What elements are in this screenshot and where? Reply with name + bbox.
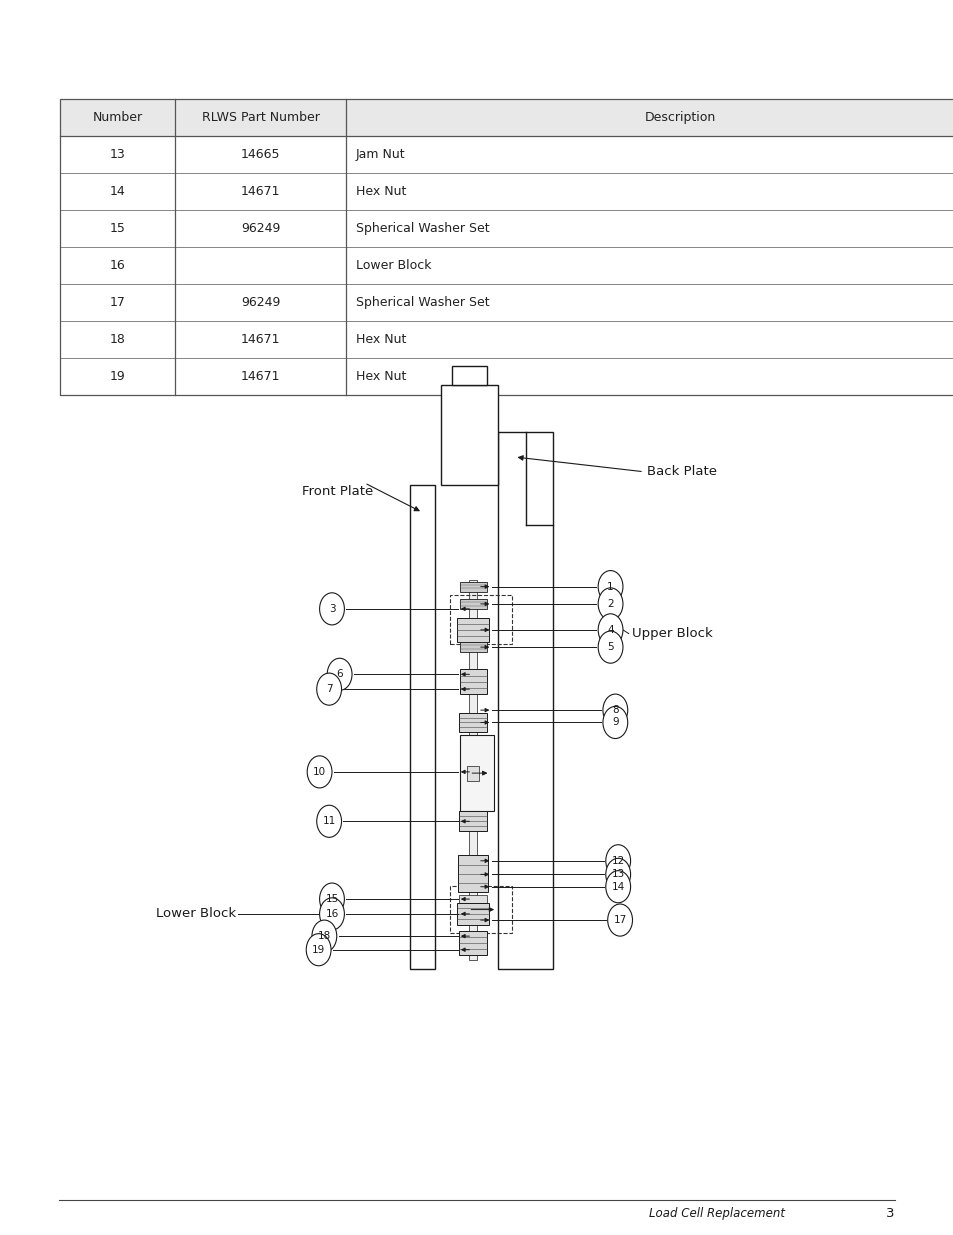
Text: 18: 18 — [317, 931, 331, 941]
Text: 6: 6 — [336, 669, 342, 679]
Circle shape — [319, 898, 344, 930]
Text: 3: 3 — [329, 604, 335, 614]
Text: 12: 12 — [611, 856, 624, 866]
Bar — [469, 580, 476, 960]
Bar — [452, 366, 486, 385]
Text: 15: 15 — [110, 222, 125, 235]
Text: Hex Nut: Hex Nut — [355, 185, 406, 198]
Text: Spherical Washer Set: Spherical Washer Set — [355, 222, 489, 235]
Bar — [410, 485, 435, 969]
Text: 96249: 96249 — [240, 296, 280, 309]
Circle shape — [598, 571, 622, 603]
Bar — [459, 669, 486, 694]
Circle shape — [598, 631, 622, 663]
Text: Front Plate: Front Plate — [302, 485, 374, 498]
Text: Upper Block: Upper Block — [631, 627, 712, 640]
Text: 14665: 14665 — [240, 148, 280, 161]
Circle shape — [319, 883, 344, 915]
Bar — [458, 811, 487, 831]
Text: 16: 16 — [110, 259, 125, 272]
Circle shape — [319, 593, 344, 625]
Text: 18: 18 — [110, 333, 125, 346]
Text: 3: 3 — [885, 1207, 894, 1220]
Bar — [458, 713, 487, 732]
Text: Number: Number — [92, 111, 142, 124]
Circle shape — [598, 614, 622, 646]
Text: 96249: 96249 — [240, 222, 280, 235]
Circle shape — [316, 673, 341, 705]
Text: 11: 11 — [322, 816, 335, 826]
Bar — [60, 99, 953, 136]
Circle shape — [327, 658, 352, 690]
Bar — [458, 931, 487, 956]
Text: 1: 1 — [607, 582, 613, 592]
Text: 4: 4 — [607, 625, 613, 635]
Circle shape — [312, 920, 336, 952]
Bar — [459, 642, 486, 652]
Text: 16: 16 — [325, 909, 338, 919]
Text: Jam Nut: Jam Nut — [355, 148, 405, 161]
Circle shape — [602, 706, 627, 739]
Text: 9: 9 — [612, 718, 618, 727]
Circle shape — [607, 904, 632, 936]
Bar — [457, 855, 488, 892]
Text: 14671: 14671 — [240, 185, 280, 198]
Text: 19: 19 — [312, 945, 325, 955]
Circle shape — [307, 756, 332, 788]
Bar — [450, 595, 511, 645]
Text: Hex Nut: Hex Nut — [355, 333, 406, 346]
Circle shape — [605, 858, 630, 890]
Text: 14: 14 — [110, 185, 125, 198]
Circle shape — [605, 871, 630, 903]
Text: 14671: 14671 — [240, 333, 280, 346]
Text: 2: 2 — [607, 599, 613, 609]
Text: Lower Block: Lower Block — [155, 908, 235, 920]
Bar — [440, 385, 497, 485]
Bar — [456, 903, 489, 925]
Text: 19: 19 — [110, 370, 125, 383]
Circle shape — [316, 805, 341, 837]
Text: 17: 17 — [110, 296, 125, 309]
Text: 10: 10 — [313, 767, 326, 777]
Text: 7: 7 — [326, 684, 332, 694]
Bar — [467, 766, 478, 781]
Text: RLWS Part Number: RLWS Part Number — [201, 111, 319, 124]
Text: Spherical Washer Set: Spherical Washer Set — [355, 296, 489, 309]
Text: 17: 17 — [613, 915, 626, 925]
Text: Lower Block: Lower Block — [355, 259, 431, 272]
Circle shape — [306, 934, 331, 966]
Text: 5: 5 — [607, 642, 613, 652]
Text: 15: 15 — [325, 894, 338, 904]
Text: 13: 13 — [611, 869, 624, 879]
Text: Load Cell Replacement: Load Cell Replacement — [648, 1207, 784, 1220]
Text: 13: 13 — [110, 148, 125, 161]
Bar — [60, 99, 953, 395]
Bar — [459, 735, 494, 811]
Bar — [497, 432, 553, 969]
Bar — [456, 618, 489, 642]
Circle shape — [605, 845, 630, 877]
Bar — [450, 885, 511, 934]
Text: 14: 14 — [611, 882, 624, 892]
Text: Back Plate: Back Plate — [646, 466, 716, 478]
Bar — [458, 894, 487, 904]
Text: 8: 8 — [612, 705, 618, 715]
Bar — [459, 599, 486, 609]
Text: Description: Description — [644, 111, 715, 124]
Text: 14671: 14671 — [240, 370, 280, 383]
Circle shape — [598, 588, 622, 620]
Circle shape — [602, 694, 627, 726]
Text: Hex Nut: Hex Nut — [355, 370, 406, 383]
Bar — [459, 582, 486, 592]
